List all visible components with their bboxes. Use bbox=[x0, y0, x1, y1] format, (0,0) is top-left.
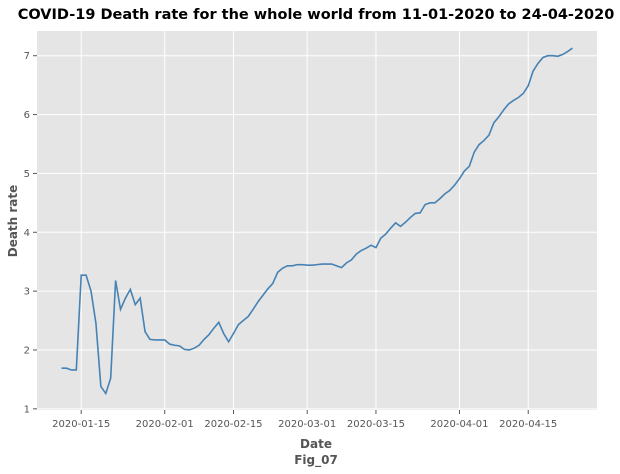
y-tick-label: 6 bbox=[24, 110, 30, 121]
x-tick-label: 2020-03-01 bbox=[278, 419, 336, 430]
y-tick-label: 5 bbox=[24, 169, 30, 180]
x-axis-label: Date bbox=[300, 437, 332, 451]
x-tick-label: 2020-01-15 bbox=[52, 419, 110, 430]
x-tick-label: 2020-03-15 bbox=[347, 419, 405, 430]
figure-caption: Fig_07 bbox=[294, 453, 338, 468]
series-line bbox=[61, 47, 573, 396]
y-axis: 1 2 3 4 5 6 7 bbox=[24, 51, 37, 415]
plot-area bbox=[37, 31, 597, 410]
x-tick-label: 2020-02-01 bbox=[136, 419, 194, 430]
y-tick-label: 7 bbox=[24, 51, 30, 62]
y-tick-label: 3 bbox=[24, 287, 30, 298]
x-tick-label: 2020-04-15 bbox=[499, 419, 557, 430]
y-tick-label: 2 bbox=[24, 345, 30, 356]
x-tick-label: 2020-04-01 bbox=[430, 419, 488, 430]
chart-title: COVID-19 Death rate for the whole world … bbox=[18, 7, 615, 23]
x-tick-label: 2020-02-15 bbox=[204, 419, 262, 430]
y-tick-label: 1 bbox=[24, 404, 30, 415]
y-tick-label: 4 bbox=[24, 228, 30, 239]
x-axis: 2020-01-15 2020-02-01 2020-02-15 2020-03-01… bbox=[52, 410, 557, 430]
y-axis-label: Death rate bbox=[6, 185, 20, 258]
grid-lines bbox=[37, 31, 597, 410]
